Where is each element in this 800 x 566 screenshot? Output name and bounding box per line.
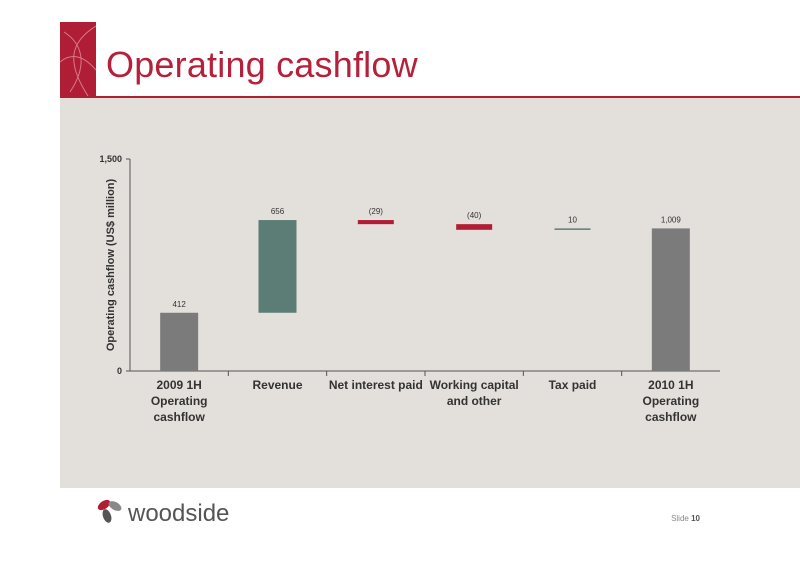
data-label-2: (29) (369, 207, 384, 216)
y-axis-title: Operating cashflow (US$ million) (105, 178, 117, 351)
slide-number: Slide 10 (671, 514, 700, 523)
chart-panel: 1,500 0 Operating cashflow (US$ million)… (60, 98, 800, 488)
category-label-5: 2010 1H Operating cashflow (642, 378, 700, 424)
bar-1 (258, 220, 297, 313)
waterfall-chart: 1,500 0 Operating cashflow (US$ million)… (99, 154, 720, 376)
bar-3 (456, 224, 493, 230)
bar-2 (357, 220, 394, 225)
category-label-0: 2009 1H Operating cashflow (150, 378, 208, 424)
y-tick-label-top: 1,500 (99, 154, 122, 164)
data-label-5: 1,009 (661, 215, 682, 224)
brand-name: woodside (128, 500, 230, 527)
data-label-1: 656 (271, 207, 285, 216)
title-divider (60, 96, 800, 98)
data-label-0: 412 (172, 300, 186, 309)
page-title: Operating cashflow (106, 44, 418, 85)
bar-0 (160, 312, 199, 371)
category-label-1: Revenue (252, 378, 303, 392)
bars-layer: 412 656 (29) (40) 10 1,009 (160, 207, 690, 376)
bar-4 (554, 228, 591, 230)
woodside-logo-icon (92, 496, 128, 526)
data-label-3: (40) (467, 211, 482, 220)
category-label-2: Net interest paid (328, 378, 423, 392)
category-label-3: Working capital and other (429, 378, 519, 408)
header-logo-icon (60, 22, 96, 96)
data-label-4: 10 (568, 215, 577, 224)
y-tick-label-bottom: 0 (117, 366, 122, 376)
category-label-4: Tax paid (548, 378, 597, 392)
bar-5 (651, 228, 690, 371)
